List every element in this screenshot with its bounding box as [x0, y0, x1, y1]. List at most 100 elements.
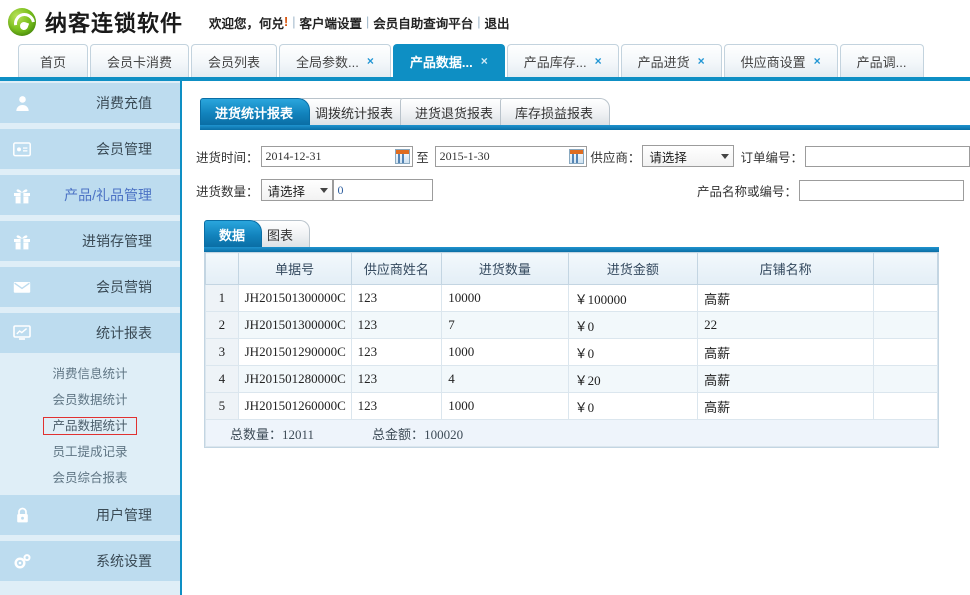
gift-icon: [0, 187, 44, 204]
tab-member-list[interactable]: 会员列表: [191, 44, 278, 77]
sidebar-item-product-gift-management[interactable]: 产品/礼品管理: [0, 175, 180, 215]
sidebar-item-member-marketing[interactable]: 会员营销: [0, 267, 180, 307]
tab-product-purchase[interactable]: 产品进货 ×: [620, 44, 722, 77]
sidebar-subitem-label: 消费信息统计: [52, 366, 128, 381]
order-no-input[interactable]: [805, 145, 970, 167]
logout-link[interactable]: 退出: [484, 16, 510, 31]
supplier-select[interactable]: 请选择: [642, 145, 735, 167]
cell-doc-no[interactable]: JH201501300000C: [237, 284, 352, 312]
supplier-select-value: 请选择: [649, 150, 687, 165]
sidebar-item-statistics-reports[interactable]: 统计报表: [0, 313, 180, 353]
total-qty: 总数量：12011: [230, 424, 314, 443]
cell-shop: 高薪: [697, 392, 875, 420]
filter-panel: 进货时间： 至 供应商： 请选择 订单编号: [182, 130, 970, 214]
sidebar-item-label: 用户管理: [96, 507, 152, 523]
cell-shop: 高薪: [697, 338, 875, 366]
tab-label: 全局参数...: [296, 54, 359, 70]
tab-close-icon[interactable]: ×: [366, 54, 374, 68]
tab-product-stock[interactable]: 产品库存... ×: [506, 44, 619, 77]
cell-supplier: 123: [350, 284, 443, 312]
purchase-date-from-field[interactable]: [260, 145, 413, 167]
purchase-date-to-field[interactable]: [434, 145, 587, 167]
tab-product-data[interactable]: 产品数据... ×: [392, 44, 505, 77]
cell-tail: [873, 284, 938, 312]
sidebar-item-member-management[interactable]: 会员管理: [0, 129, 180, 169]
calendar-icon[interactable]: [394, 148, 410, 164]
tab-home[interactable]: 首页: [18, 44, 88, 77]
chart-monitor-icon: [0, 325, 44, 341]
main-content: 进货统计报表 调拨统计报表 进货退货报表 库存损益报表 进货时间：: [182, 81, 970, 595]
table-row[interactable]: 2 JH201501300000C 123 7 ￥0 22: [205, 311, 938, 339]
sidebar-subitem-product-data-stats[interactable]: 产品数据统计: [0, 413, 180, 439]
cell-doc-no[interactable]: JH201501260000C: [237, 392, 352, 420]
tab-global-params[interactable]: 全局参数... ×: [279, 44, 391, 77]
client-settings-link[interactable]: 客户端设置: [299, 16, 362, 31]
sidebar-item-label: 产品/礼品管理: [64, 187, 152, 203]
brand-title: 纳客连锁软件: [45, 11, 184, 36]
sidebar-item-label: 统计报表: [96, 325, 152, 341]
sidebar-item-consume-recharge[interactable]: 消费充值: [0, 83, 180, 123]
welcome-exclamation: !: [284, 15, 289, 29]
order-no-label: 订单编号：: [740, 150, 804, 165]
product-name-or-code-input[interactable]: [799, 179, 964, 201]
report-tab-strip: 进货统计报表 调拨统计报表 进货退货报表 库存损益报表: [200, 95, 970, 125]
cell-amount: ￥0: [567, 392, 699, 420]
sidebar-item-system-settings[interactable]: 系统设置: [0, 541, 180, 581]
report-tab-purchase-return[interactable]: 进货退货报表: [400, 98, 511, 125]
view-tab-label: 数据: [219, 227, 246, 243]
header-separator: |: [365, 15, 370, 29]
table-row[interactable]: 3 JH201501290000C 123 1000 ￥0 高薪: [205, 338, 938, 366]
tab-close-icon[interactable]: ×: [480, 54, 488, 68]
header-separator: |: [292, 15, 296, 29]
cell-doc-no[interactable]: JH201501280000C: [237, 365, 352, 393]
report-tab-label: 进货退货报表: [415, 105, 494, 121]
cell-shop: 22: [697, 311, 875, 339]
table-row[interactable]: 1 JH201501300000C 123 10000 ￥100000 高薪: [205, 284, 938, 312]
row-number: 1: [205, 284, 239, 312]
tab-close-icon[interactable]: ×: [697, 54, 705, 68]
view-tab-data[interactable]: 数据: [204, 220, 263, 247]
qty-value-input[interactable]: [332, 179, 433, 201]
view-tab-strip: 数据 图表: [204, 220, 970, 247]
tab-label: 产品数据...: [409, 54, 473, 70]
cell-supplier: 123: [350, 392, 443, 420]
tab-supplier-settings[interactable]: 供应商设置 ×: [723, 44, 838, 77]
tab-close-icon[interactable]: ×: [594, 54, 602, 68]
cell-shop: 高薪: [697, 284, 875, 312]
cell-doc-no[interactable]: JH201501300000C: [237, 311, 352, 339]
sidebar-item-label: 会员营销: [96, 279, 152, 295]
sidebar-subitem-member-summary-report[interactable]: 会员综合报表: [0, 465, 180, 491]
filter-row-1: 进货时间： 至 供应商： 请选择 订单编号: [196, 142, 970, 170]
sidebar-item-label: 会员管理: [96, 141, 152, 157]
column-header-doc-no: 单据号: [237, 252, 352, 285]
row-number: 5: [205, 392, 239, 420]
member-selfservice-link[interactable]: 会员自助查询平台: [373, 16, 474, 31]
sidebar-item-inventory-management[interactable]: 进销存管理: [0, 221, 180, 261]
report-tab-stock-profit-loss[interactable]: 库存损益报表: [500, 98, 611, 125]
purchase-date-to-input[interactable]: [434, 145, 587, 167]
cell-tail: [873, 338, 938, 366]
tab-product-transfer[interactable]: 产品调...: [839, 44, 924, 77]
table-row[interactable]: 5 JH201501260000C 123 1000 ￥0 高薪: [205, 392, 938, 420]
tab-member-card-consume[interactable]: 会员卡消费: [90, 44, 190, 77]
tab-close-icon[interactable]: ×: [813, 54, 821, 68]
sidebar-item-user-management[interactable]: 用户管理: [0, 495, 180, 535]
supplier-label: 供应商：: [590, 150, 641, 165]
cell-doc-no[interactable]: JH201501290000C: [237, 338, 352, 366]
row-number: 2: [205, 311, 239, 339]
sidebar-subitem-staff-commission-records[interactable]: 员工提成记录: [0, 439, 180, 465]
cell-supplier: 123: [350, 311, 443, 339]
total-qty-label: 总数量：: [230, 426, 283, 442]
column-header-rownum: [205, 252, 239, 285]
app-header: 纳客连锁软件 欢迎您，何兑! | 客户端设置 | 会员自助查询平台 | 退出: [0, 0, 970, 44]
qty-operator-select[interactable]: 请选择: [260, 179, 333, 201]
purchase-date-from-input[interactable]: [260, 145, 413, 167]
table-row[interactable]: 4 JH201501280000C 123 4 ￥20 高薪: [205, 365, 938, 393]
calendar-icon[interactable]: [568, 148, 584, 164]
sidebar-subitem-label: 会员综合报表: [52, 470, 128, 485]
report-tab-purchase-stats[interactable]: 进货统计报表: [200, 98, 311, 125]
sidebar-subitem-consume-info-stats[interactable]: 消费信息统计: [0, 361, 180, 387]
date-between-label: 至: [416, 150, 429, 165]
sidebar-subitem-member-data-stats[interactable]: 会员数据统计: [0, 387, 180, 413]
report-tab-transfer-stats[interactable]: 调拨统计报表: [300, 98, 411, 125]
